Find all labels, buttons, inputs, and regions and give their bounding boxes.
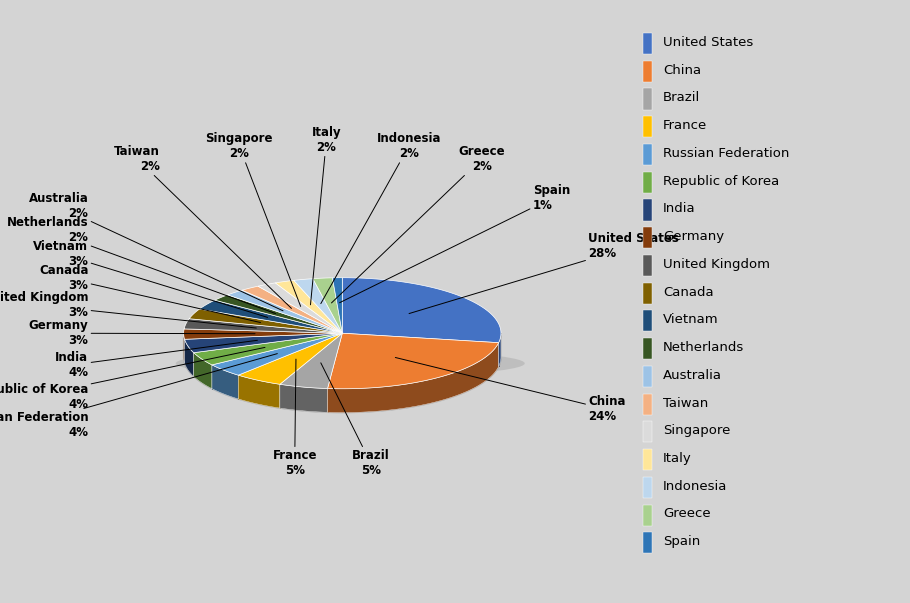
Polygon shape: [212, 333, 342, 375]
Text: India: India: [663, 203, 696, 215]
Text: Greece
2%: Greece 2%: [331, 145, 505, 303]
Polygon shape: [185, 333, 342, 353]
Bar: [643, 33, 652, 54]
Polygon shape: [194, 353, 212, 389]
Bar: [643, 116, 652, 137]
Text: France: France: [663, 119, 707, 132]
Text: Germany: Germany: [663, 230, 724, 243]
Text: Brazil
5%: Brazil 5%: [321, 363, 389, 478]
Polygon shape: [342, 278, 501, 343]
Polygon shape: [189, 309, 342, 333]
Bar: [643, 311, 652, 332]
Bar: [643, 227, 652, 248]
Text: Netherlands: Netherlands: [663, 341, 744, 354]
Text: Vietnam: Vietnam: [663, 314, 719, 326]
Polygon shape: [212, 365, 238, 399]
Polygon shape: [276, 280, 342, 333]
Polygon shape: [184, 319, 342, 333]
Polygon shape: [328, 343, 499, 412]
Polygon shape: [194, 333, 342, 365]
Bar: [643, 394, 652, 415]
Text: Spain
1%: Spain 1%: [339, 185, 570, 303]
Polygon shape: [184, 329, 342, 339]
Text: Indonesia: Indonesia: [663, 480, 727, 493]
Text: Taiwan
2%: Taiwan 2%: [114, 145, 291, 308]
Text: United Kingdom
3%: United Kingdom 3%: [0, 291, 257, 328]
Text: China: China: [663, 64, 702, 77]
Bar: [643, 366, 652, 387]
Bar: [643, 172, 652, 193]
Polygon shape: [185, 339, 194, 376]
Bar: [643, 421, 652, 443]
Text: Republic of Korea: Republic of Korea: [663, 175, 779, 188]
Polygon shape: [258, 283, 342, 333]
Polygon shape: [280, 333, 342, 388]
Text: United States: United States: [663, 36, 753, 49]
Text: Italy
2%: Italy 2%: [310, 125, 341, 305]
Polygon shape: [238, 375, 280, 408]
Text: China
24%: China 24%: [395, 358, 626, 423]
Polygon shape: [328, 333, 499, 389]
Polygon shape: [215, 295, 342, 333]
Text: Netherlands
2%: Netherlands 2%: [6, 216, 276, 314]
Bar: [643, 89, 652, 110]
Bar: [643, 144, 652, 165]
Text: Republic of Korea
4%: Republic of Korea 4%: [0, 347, 265, 411]
Polygon shape: [242, 286, 342, 333]
Polygon shape: [194, 353, 212, 389]
Ellipse shape: [176, 350, 525, 377]
Bar: [643, 283, 652, 304]
Text: Taiwan: Taiwan: [663, 397, 708, 409]
Bar: [643, 338, 652, 359]
Polygon shape: [294, 279, 342, 333]
Bar: [643, 449, 652, 470]
Bar: [643, 61, 652, 82]
Text: Russian Federation: Russian Federation: [663, 147, 790, 160]
Polygon shape: [199, 300, 342, 333]
Polygon shape: [238, 375, 280, 408]
Text: Canada
3%: Canada 3%: [39, 264, 260, 323]
Text: India
4%: India 4%: [56, 340, 258, 379]
Polygon shape: [228, 290, 342, 333]
Text: Greece: Greece: [663, 508, 711, 520]
Bar: [643, 505, 652, 526]
Polygon shape: [328, 343, 499, 412]
Text: Germany
3%: Germany 3%: [29, 319, 255, 347]
Text: Canada: Canada: [663, 286, 713, 298]
Text: United States
28%: United States 28%: [410, 232, 679, 314]
Text: Brazil: Brazil: [663, 92, 701, 104]
Text: Italy: Italy: [663, 452, 692, 465]
Polygon shape: [499, 334, 501, 367]
Polygon shape: [280, 384, 328, 412]
Text: Australia
2%: Australia 2%: [28, 192, 283, 311]
Text: United Kingdom: United Kingdom: [663, 258, 770, 271]
Bar: [643, 200, 652, 221]
Polygon shape: [184, 333, 501, 412]
Text: Singapore: Singapore: [663, 425, 731, 437]
Text: Singapore
2%: Singapore 2%: [206, 132, 300, 306]
Bar: [643, 477, 652, 498]
Polygon shape: [238, 333, 342, 384]
Text: Australia: Australia: [663, 369, 723, 382]
Polygon shape: [212, 365, 238, 399]
Bar: [643, 532, 652, 554]
Bar: [643, 255, 652, 276]
Polygon shape: [184, 333, 185, 363]
Polygon shape: [332, 278, 342, 333]
Polygon shape: [185, 339, 194, 376]
Text: France
5%: France 5%: [272, 359, 317, 478]
Polygon shape: [499, 334, 501, 367]
Text: Russian Federation
4%: Russian Federation 4%: [0, 353, 278, 439]
Polygon shape: [313, 278, 342, 333]
Polygon shape: [280, 384, 328, 412]
Text: Spain: Spain: [663, 535, 701, 548]
Polygon shape: [184, 333, 185, 363]
Text: Vietnam
3%: Vietnam 3%: [34, 240, 268, 317]
Text: Indonesia
2%: Indonesia 2%: [321, 132, 441, 304]
